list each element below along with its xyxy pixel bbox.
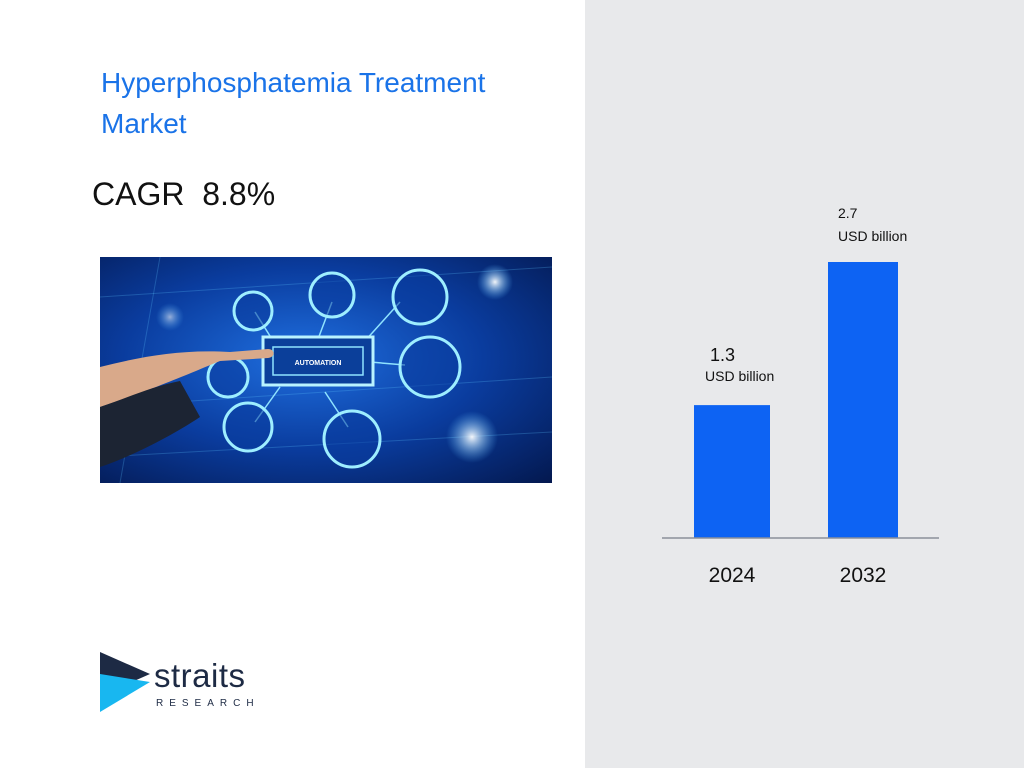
- value-label-2024: 1.3: [710, 345, 735, 365]
- straits-research-logo: straits RESEARCH: [98, 652, 268, 716]
- category-label-2024: 2024: [709, 564, 756, 587]
- bar-chart: 1.3 USD billion 2024 2.7 USD billion 2032: [662, 205, 939, 587]
- automation-hero-image: AUTOMATION: [100, 257, 552, 483]
- right-panel: [585, 0, 1024, 768]
- bar-2032: [828, 262, 898, 538]
- logo-wordmark: straits: [154, 657, 246, 694]
- cagr-label: CAGR: [92, 176, 185, 212]
- straits-logo-icon: [100, 652, 150, 712]
- bar-2024: [694, 405, 770, 538]
- logo-subtitle: RESEARCH: [156, 698, 260, 709]
- cagr-text: CAGR 8.8%: [92, 176, 275, 213]
- cagr-value: 8.8%: [202, 176, 276, 212]
- page-title: Hyperphosphatemia Treatment Market: [101, 67, 486, 139]
- category-label-2032: 2032: [840, 564, 887, 587]
- unit-label-2024: USD billion: [705, 368, 774, 384]
- value-label-2032: 2.7: [838, 205, 858, 221]
- unit-label-2032: USD billion: [838, 228, 907, 244]
- automation-label: AUTOMATION: [295, 360, 342, 367]
